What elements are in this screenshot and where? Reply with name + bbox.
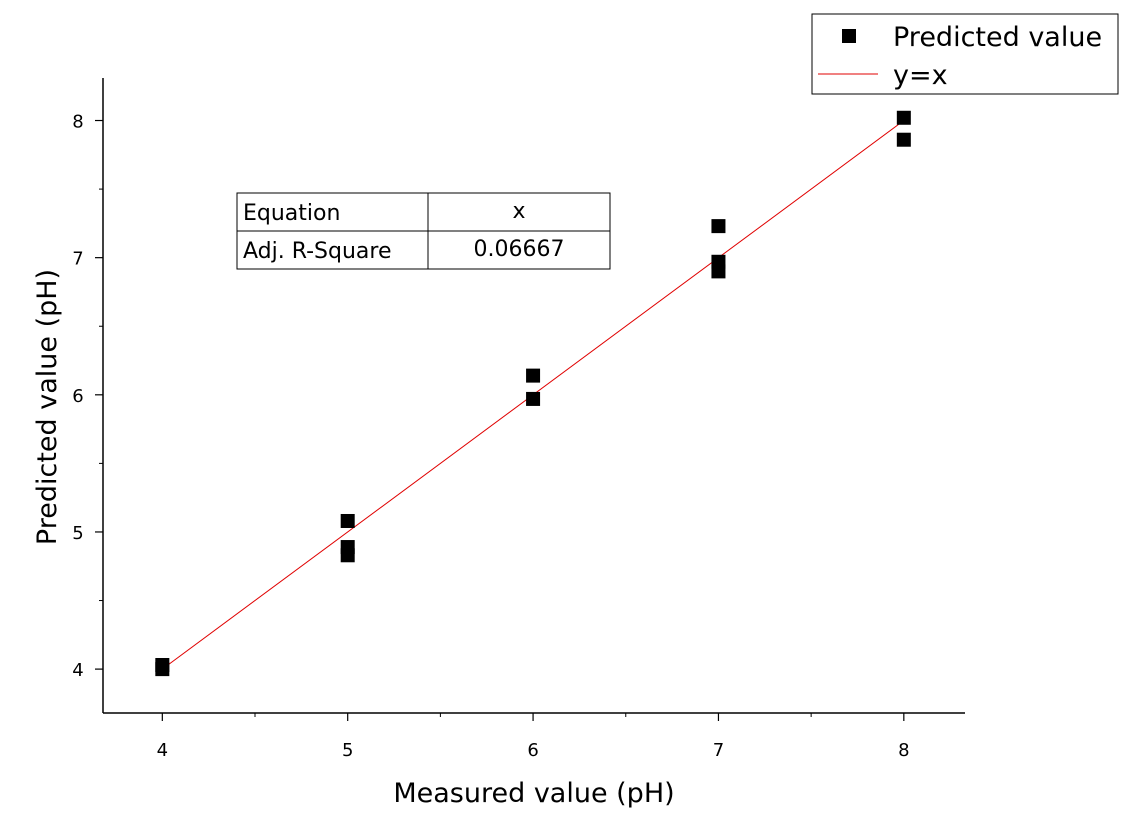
table-row-value: x [512,199,525,224]
fit-statistics-table: Equation x Adj. R-Square 0.06667 [236,192,611,270]
table-row-value: 0.06667 [474,237,565,262]
x-tick-label: 5 [342,740,353,761]
y-tick-label: 6 [72,386,83,407]
legend-marker-square [842,29,856,43]
legend-border [811,13,1119,95]
y-axis-title: Predicted value (pH) [32,269,63,545]
y-tick-label: 5 [72,523,83,544]
data-point [526,391,541,406]
table-row-label: Equation [243,201,340,226]
data-point [340,548,355,563]
x-tick-label: 8 [898,740,909,761]
data-point [155,662,170,677]
axes: 4 5 6 7 8 4 5 6 7 8 [72,78,965,761]
legend-label-predicted: Predicted value [893,22,1102,53]
table-row-label: Adj. R-Square [243,239,392,264]
x-tick-label: 4 [157,740,168,761]
data-points [155,110,911,677]
y-tick-label: 4 [72,660,83,681]
data-point [526,368,541,383]
data-point [711,264,726,279]
data-point [896,110,911,125]
y-ticks: 4 5 6 7 8 [72,112,103,681]
legend: Predicted value y=x [811,13,1119,95]
data-point [711,219,726,234]
legend-label-yx: y=x [893,60,948,91]
y-tick-label: 8 [72,112,83,133]
x-ticks: 4 5 6 7 8 [157,713,910,761]
data-point [340,513,355,528]
x-tick-label: 7 [713,740,724,761]
data-point [896,132,911,147]
x-tick-label: 6 [527,740,538,761]
y-tick-label: 7 [72,249,83,270]
x-axis-title: Measured value (pH) [393,778,674,809]
